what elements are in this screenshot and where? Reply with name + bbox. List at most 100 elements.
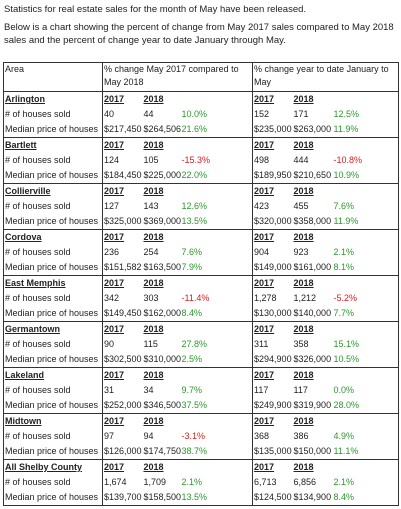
data-cell: $149,000 — [252, 260, 293, 276]
data-cell: 21.6% — [181, 124, 208, 134]
data-row: Median price of houses $252,000 $346,500 37… — [4, 398, 399, 414]
data-cell: 358 — [293, 339, 309, 349]
data-row: # of houses sold 127 143 12.6% 423 455 7.6% — [4, 199, 399, 214]
row-label: # of houses sold — [5, 431, 71, 441]
data-cell: $158,500 — [143, 492, 181, 502]
data-cell: $319,900 — [293, 400, 332, 410]
data-row: # of houses sold 40 44 10.0% 152 171 12.5% — [4, 107, 399, 122]
data-cell: $235,000 — [252, 122, 293, 138]
intro-text: Below is a chart showing the percent of … — [4, 22, 394, 46]
area-name: Lakeland — [3, 367, 103, 383]
section-header-row: All Shelby County 2017 2018 2017 2018 — [3, 459, 399, 475]
data-cell: 1,212 — [293, 293, 317, 303]
data-cell: $130,000 — [252, 306, 293, 322]
data-cell: 37.5% — [181, 400, 208, 410]
blank-cell — [180, 137, 253, 153]
data-cell: $124,500 — [252, 490, 293, 506]
data-cell: 127 — [102, 199, 143, 214]
year-label: 2018 — [142, 91, 181, 107]
blank-cell — [180, 275, 253, 291]
year-label: 2018 — [142, 229, 181, 245]
data-cell: 12.5% — [333, 109, 360, 119]
year-label: 2017 — [252, 183, 293, 199]
year-label: 2018 — [142, 367, 181, 383]
data-cell: $134,900 — [293, 492, 332, 502]
data-row: Median price of houses $139,700 $158,500 13… — [4, 490, 399, 506]
data-row: Median price of houses $184,450 $225,000 22… — [4, 168, 399, 184]
area-name: Collierville — [3, 183, 103, 199]
data-cell: 97 — [102, 429, 143, 444]
data-cell: 40 — [102, 107, 143, 122]
year-label: 2018 — [142, 321, 181, 337]
data-cell: $264,506 — [143, 124, 181, 134]
row-label: # of houses sold — [5, 247, 71, 257]
section-header-row: Germantown 2017 2018 2017 2018 — [3, 321, 399, 337]
section-header-row: Cordova 2017 2018 2017 2018 — [3, 229, 399, 245]
year-label: 2018 — [142, 275, 181, 291]
data-cell: $139,700 — [102, 490, 143, 506]
year-label: 2018 — [292, 91, 333, 107]
data-cell: $320,000 — [252, 214, 293, 230]
area-name: Bartlett — [3, 137, 103, 153]
area-name: Germantown — [3, 321, 103, 337]
row-label: # of houses sold — [5, 109, 71, 119]
year-label: 2018 — [142, 459, 181, 475]
data-cell: 124 — [102, 153, 143, 168]
section-header-row: Collierville 2017 2018 2017 2018 — [3, 183, 399, 199]
blank-cell — [332, 229, 399, 245]
year-label: 2017 — [102, 183, 143, 199]
data-cell: $140,000 — [293, 308, 332, 318]
data-row: # of houses sold 97 94 -3.1% 368 386 4.9% — [4, 429, 399, 444]
data-cell: $174,750 — [143, 446, 181, 456]
header-cell: % change year to date January to May — [252, 62, 399, 92]
row-label: # of houses sold — [5, 477, 71, 487]
row-label: Median price of houses — [5, 308, 99, 318]
data-cell: 13.5% — [181, 216, 208, 226]
data-cell: 455 — [293, 201, 309, 211]
data-cell: $184,450 — [102, 168, 143, 184]
data-cell: $326,000 — [293, 354, 332, 364]
data-cell: $151,582 — [102, 260, 143, 276]
section-header-row: Bartlett 2017 2018 2017 2018 — [3, 137, 399, 153]
data-cell: 7.6% — [181, 247, 203, 257]
data-cell: $302,500 — [102, 352, 143, 368]
data-cell: $135,000 — [252, 444, 293, 460]
year-label: 2018 — [292, 367, 333, 383]
blank-cell — [180, 91, 253, 107]
data-cell: 15.1% — [333, 339, 360, 349]
row-label: Median price of houses — [5, 216, 99, 226]
year-label: 2018 — [142, 137, 181, 153]
year-label: 2018 — [292, 275, 333, 291]
blank-cell — [180, 413, 253, 429]
data-row: Median price of houses $217,450 $264,506 21… — [4, 122, 399, 138]
row-label: Median price of houses — [5, 262, 99, 272]
area-name: Cordova — [3, 229, 103, 245]
data-row: # of houses sold 342 303 -11.4% 1,278 1,212 -5… — [4, 291, 399, 306]
data-cell: 342 — [102, 291, 143, 306]
year-label: 2017 — [102, 275, 143, 291]
data-cell: 11.9% — [333, 124, 359, 134]
section-header-row: East Memphis 2017 2018 2017 2018 — [3, 275, 399, 291]
data-cell: $149,450 — [102, 306, 143, 322]
data-cell: 117 — [252, 383, 293, 398]
data-cell: 143 — [143, 201, 159, 211]
data-row: # of houses sold 236 254 7.6% 904 923 2.1% — [4, 245, 399, 260]
data-cell: $358,000 — [293, 216, 332, 226]
data-cell: -11.4% — [181, 293, 210, 303]
data-cell: $325,000 — [102, 214, 143, 230]
row-label: Median price of houses — [5, 124, 99, 134]
data-cell: $162,000 — [143, 308, 181, 318]
data-cell: 10.9% — [333, 170, 360, 180]
blank-cell — [180, 459, 253, 475]
blank-cell — [332, 459, 399, 475]
year-label: 2018 — [292, 183, 333, 199]
section-header-row: Arlington 2017 2018 2017 2018 — [3, 91, 399, 107]
data-cell: 6,856 — [293, 477, 317, 487]
blank-cell — [332, 321, 399, 337]
area-name: East Memphis — [3, 275, 103, 291]
data-row: Median price of houses $302,500 $310,000 2.… — [4, 352, 399, 368]
data-cell: 13.5% — [181, 492, 208, 502]
year-label: 2017 — [252, 275, 293, 291]
year-label: 2017 — [252, 413, 293, 429]
data-cell: 10.5% — [333, 354, 360, 364]
